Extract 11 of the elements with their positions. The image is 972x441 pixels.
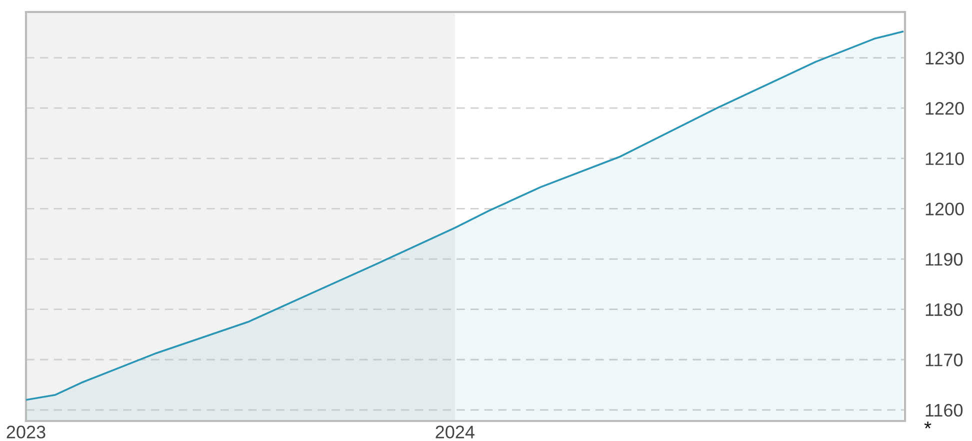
x-tick-label: 2023 xyxy=(6,426,46,438)
y-tick-label: 1180 xyxy=(926,303,963,316)
y-tick-label: 1170 xyxy=(926,354,963,366)
x-tick-label: 2024 xyxy=(436,426,474,438)
y-tick-label: 1160 xyxy=(926,404,963,417)
y-tick-label: 1190 xyxy=(926,252,963,266)
y-tick-label: 1210 xyxy=(926,152,964,166)
y-tick-label: 1200 xyxy=(926,202,964,216)
y-tick-label: 1230 xyxy=(926,52,964,64)
y-tick-label: 1220 xyxy=(926,102,964,115)
text: * xyxy=(924,422,932,428)
